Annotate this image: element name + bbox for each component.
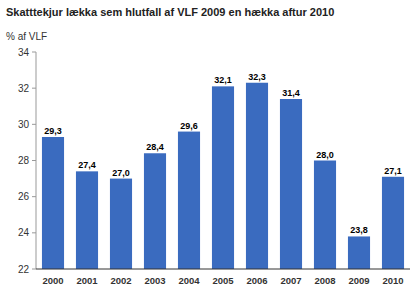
- x-tick-label: 2009: [348, 275, 369, 286]
- bar: [382, 177, 404, 269]
- data-label: 29,6: [180, 121, 198, 131]
- y-tick: [32, 52, 36, 53]
- y-tick: [32, 160, 36, 161]
- bar: [42, 137, 64, 269]
- bar: [76, 171, 98, 269]
- x-tick-label: 2002: [110, 275, 131, 286]
- x-tick-label: 2007: [280, 275, 301, 286]
- data-labels: 29,3 27,4 27,0 28,4 29,6 32,1 32,3 31,4 28,0 23,8…: [44, 72, 402, 236]
- y-axis-label: % af VLF: [6, 31, 47, 42]
- x-axis-line: [36, 269, 410, 270]
- y-tick-label: 28: [18, 155, 30, 166]
- bar: [246, 83, 268, 269]
- x-tick-label: 2000: [42, 275, 63, 286]
- bar: [110, 179, 132, 269]
- y-tick-label: 30: [18, 119, 30, 130]
- data-label: 29,3: [44, 126, 62, 136]
- data-label: 27,1: [384, 166, 402, 176]
- y-tick-label: 22: [18, 264, 30, 275]
- x-tick-label: 2003: [144, 275, 165, 286]
- bar: [348, 236, 370, 269]
- data-label: 27,0: [112, 168, 130, 178]
- y-tick: [32, 88, 36, 89]
- x-tick-label: 2005: [212, 275, 234, 286]
- data-label: 32,3: [248, 72, 266, 82]
- y-axis: 22 24 26 28 30 32 34: [18, 47, 36, 275]
- x-tick-label: 2006: [246, 275, 267, 286]
- data-label: 32,1: [214, 75, 232, 85]
- x-tick-label: 2010: [382, 275, 403, 286]
- bar: [178, 132, 200, 269]
- data-label: 23,8: [350, 225, 368, 235]
- bars: [42, 83, 404, 269]
- x-tick-label: 2001: [76, 275, 98, 286]
- data-label: 31,4: [282, 88, 300, 98]
- bar: [314, 161, 336, 270]
- title: Skatttekjur lækka sem hlutfall af VLF 20…: [6, 6, 334, 18]
- x-axis: 2000 2001 2002 2003 2004 2005 2006 2007 2008 2009…: [36, 269, 410, 286]
- y-tick: [32, 269, 36, 270]
- data-label: 27,4: [78, 160, 96, 170]
- y-tick-label: 26: [18, 191, 30, 202]
- bar: [212, 86, 234, 269]
- x-tick-label: 2008: [314, 275, 335, 286]
- data-label: 28,4: [146, 142, 164, 152]
- data-label: 28,0: [316, 150, 334, 160]
- y-tick-label: 32: [18, 83, 30, 94]
- x-tick-label: 2004: [178, 275, 200, 286]
- y-tick: [32, 124, 36, 125]
- bar: [144, 153, 166, 269]
- y-tick: [32, 232, 36, 233]
- y-tick: [32, 196, 36, 197]
- bar: [280, 99, 302, 269]
- y-tick-label: 34: [18, 47, 30, 58]
- chart: Skatttekjur lækka sem hlutfall af VLF 20…: [0, 0, 420, 293]
- y-tick-label: 24: [18, 227, 30, 238]
